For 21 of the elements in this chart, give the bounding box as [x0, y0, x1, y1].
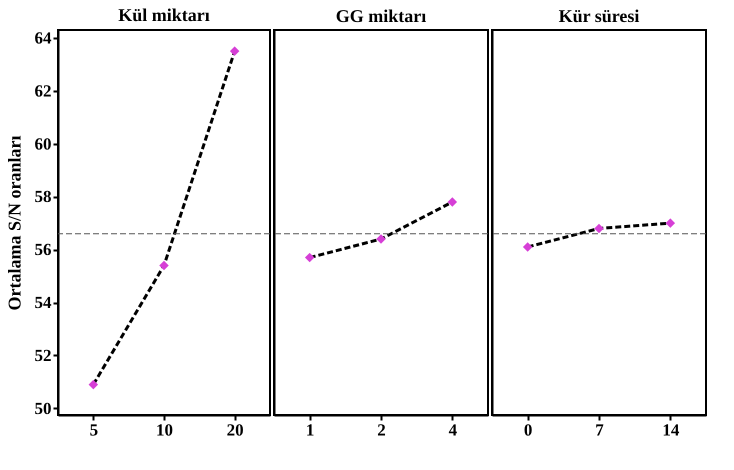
y-tick-label: 64	[34, 28, 52, 48]
chart-title: GG miktarı	[336, 6, 426, 26]
x-tick-label: 0	[524, 420, 532, 440]
chart-title: Kül miktarı	[118, 4, 210, 25]
x-tick-label: 20	[226, 420, 244, 440]
x-tick-label: 7	[595, 420, 604, 440]
y-tick-label: 50	[34, 398, 52, 418]
y-tick-label: 60	[34, 134, 52, 154]
x-tick-label: 5	[90, 420, 98, 440]
x-tick-label: 10	[156, 420, 173, 440]
y-tick-label: 52	[34, 346, 52, 365]
y-tick-label: 54	[34, 293, 52, 312]
x-tick-label: 1	[306, 420, 314, 440]
x-tick-label: 4	[448, 420, 458, 440]
y-axis-title: Ortalama S/N oranları	[4, 136, 24, 310]
x-tick-label: 14	[662, 420, 680, 440]
y-tick-label: 58	[34, 187, 52, 206]
x-tick-label: 2	[377, 420, 386, 440]
y-tick-label: 62	[34, 81, 52, 100]
chart-title: Kür süresi	[558, 6, 640, 26]
y-tick-label: 56	[34, 240, 52, 260]
